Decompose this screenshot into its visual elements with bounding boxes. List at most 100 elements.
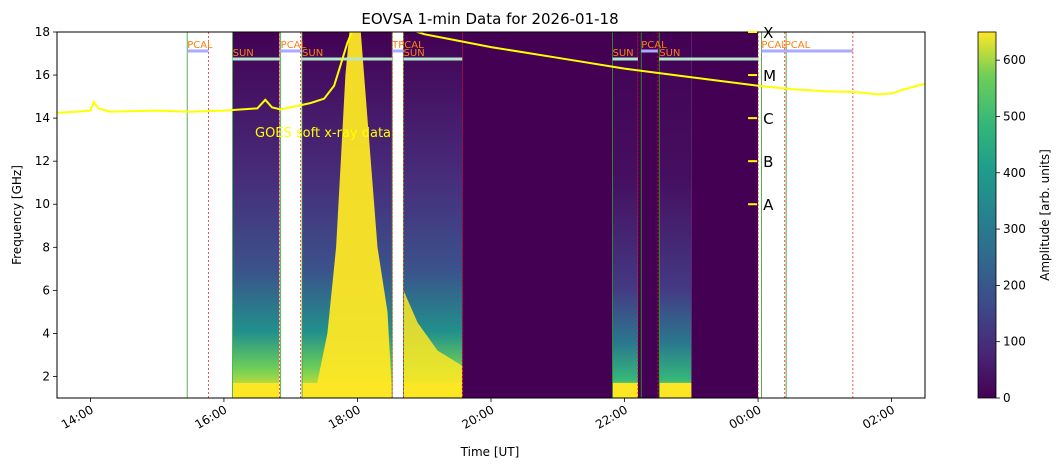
goes-class-text: B — [763, 153, 773, 171]
colorbar-tick-label: 400 — [1003, 166, 1026, 180]
y-tick-label: 12 — [35, 154, 50, 168]
block-fill — [612, 32, 638, 398]
y-axis-ticks: 2 4 6 8 10 12 14 16 18 — [35, 25, 57, 383]
data-block-6 — [659, 32, 692, 398]
x-tick-label: 14:00 — [59, 402, 96, 431]
colorbar-gradient — [977, 31, 997, 399]
scan-segment-10: PCAL — [784, 40, 853, 53]
block-fill — [637, 32, 660, 398]
goes-class-text: A — [763, 196, 774, 214]
scan-segment-9: PCAL — [761, 40, 787, 53]
scan-segment-2: PCAL — [280, 40, 307, 53]
block-fill — [691, 32, 759, 398]
flare-emission — [232, 32, 692, 398]
y-tick-label: 14 — [35, 111, 50, 125]
scan-segment-1: SUN — [232, 48, 280, 61]
segment-label: SUN — [613, 48, 634, 59]
spectrogram-blocks — [232, 32, 759, 398]
block-fill — [232, 32, 280, 398]
y-tick-5: 12 — [35, 154, 57, 168]
scan-segment-7: PCAL — [641, 40, 667, 53]
colorbar-tick-label: 0 — [1003, 391, 1011, 405]
x-tick-label: 16:00 — [192, 402, 229, 431]
scan-segment-0: PCAL — [187, 40, 213, 53]
colorbar-tick-label: 600 — [1003, 53, 1026, 67]
data-block-3 — [462, 32, 613, 398]
y-tick-3: 8 — [42, 240, 57, 254]
goes-class-B: B — [748, 153, 773, 171]
goes-class-C: C — [748, 110, 774, 128]
x-tick-2: 18:00 — [326, 398, 363, 432]
y-tick-label: 18 — [35, 25, 50, 39]
y-tick-label: 6 — [42, 283, 50, 297]
colorbar: 0 100 200 300 400 500 600 Amplitude [arb. unit… — [977, 31, 1052, 405]
colorbar-tick-0: 0 — [996, 391, 1011, 405]
y-tick-label: 4 — [42, 326, 50, 340]
goes-class-M: M — [748, 67, 776, 85]
low-band-1 — [302, 382, 393, 398]
x-tick-5: 00:00 — [727, 398, 764, 432]
data-block-0 — [232, 32, 280, 398]
x-tick-4: 22:00 — [593, 398, 630, 432]
low-band-4 — [612, 382, 638, 398]
colorbar-ticks: 0 100 200 300 400 500 600 — [996, 53, 1026, 405]
y-tick-1: 4 — [42, 326, 57, 340]
goes-class-A: A — [748, 196, 774, 214]
colorbar-tick-5: 500 — [996, 109, 1026, 123]
scan-segment-4: TPCAL — [391, 40, 424, 53]
y-tick-label: 8 — [42, 240, 50, 254]
colorbar-tick-6: 600 — [996, 53, 1026, 67]
colorbar-tick-label: 200 — [1003, 278, 1026, 292]
colorbar-tick-3: 300 — [996, 222, 1026, 236]
x-tick-label: 18:00 — [326, 402, 363, 431]
low-band-0 — [232, 382, 280, 398]
segment-label: PCAL — [761, 40, 787, 51]
goes-class-X: X — [748, 24, 773, 42]
colorbar-tick-label: 500 — [1003, 109, 1026, 123]
y-tick-7: 16 — [35, 68, 57, 82]
y-tick-4: 10 — [35, 197, 57, 211]
segment-label: SUN — [404, 48, 425, 59]
y-tick-label: 2 — [42, 369, 50, 383]
colorbar-tick-1: 100 — [996, 335, 1026, 349]
goes-class-text: C — [763, 110, 773, 128]
y-tick-6: 14 — [35, 111, 57, 125]
flare-decay — [403, 290, 463, 398]
colorbar-tick-4: 400 — [996, 166, 1026, 180]
scan-segment-6: SUN — [612, 48, 638, 61]
segment-label: SUN — [659, 48, 680, 59]
x-tick-6: 02:00 — [860, 398, 897, 432]
x-tick-label: 02:00 — [860, 402, 897, 431]
colorbar-tick-label: 300 — [1003, 222, 1026, 236]
segment-label: SUN — [233, 48, 254, 59]
scan-segment-3: SUN — [302, 48, 393, 61]
goes-label: GOES soft x-ray data — [255, 126, 391, 141]
goes-class-labels: X M C B A — [748, 24, 776, 214]
data-block-7 — [691, 32, 759, 398]
flare-core — [314, 32, 393, 398]
y-axis-label: Frequency [GHz] — [10, 165, 24, 265]
x-tick-1: 16:00 — [192, 398, 229, 432]
low-band-2 — [403, 382, 463, 398]
x-tick-0: 14:00 — [59, 398, 96, 432]
y-tick-8: 18 — [35, 25, 57, 39]
segment-label: PCAL — [785, 40, 811, 51]
x-tick-label: 22:00 — [593, 402, 630, 431]
data-block-5 — [637, 32, 660, 398]
segment-label: SUN — [302, 48, 323, 59]
colorbar-label: Amplitude [arb. units] — [1038, 149, 1052, 281]
x-axis-ticks: 14:00 16:00 18:00 20:00 22:00 00:00 02:00 — [59, 398, 897, 432]
goes-class-text: M — [763, 67, 776, 85]
segment-label: PCAL — [641, 40, 667, 51]
y-tick-label: 10 — [35, 197, 50, 211]
y-tick-label: 16 — [35, 68, 50, 82]
x-tick-label: 20:00 — [460, 402, 497, 431]
block-fill — [659, 32, 692, 398]
goes-class-text: X — [763, 24, 773, 42]
x-tick-label: 00:00 — [727, 402, 764, 431]
y-tick-0: 2 — [42, 369, 57, 383]
block-fill — [462, 32, 613, 398]
